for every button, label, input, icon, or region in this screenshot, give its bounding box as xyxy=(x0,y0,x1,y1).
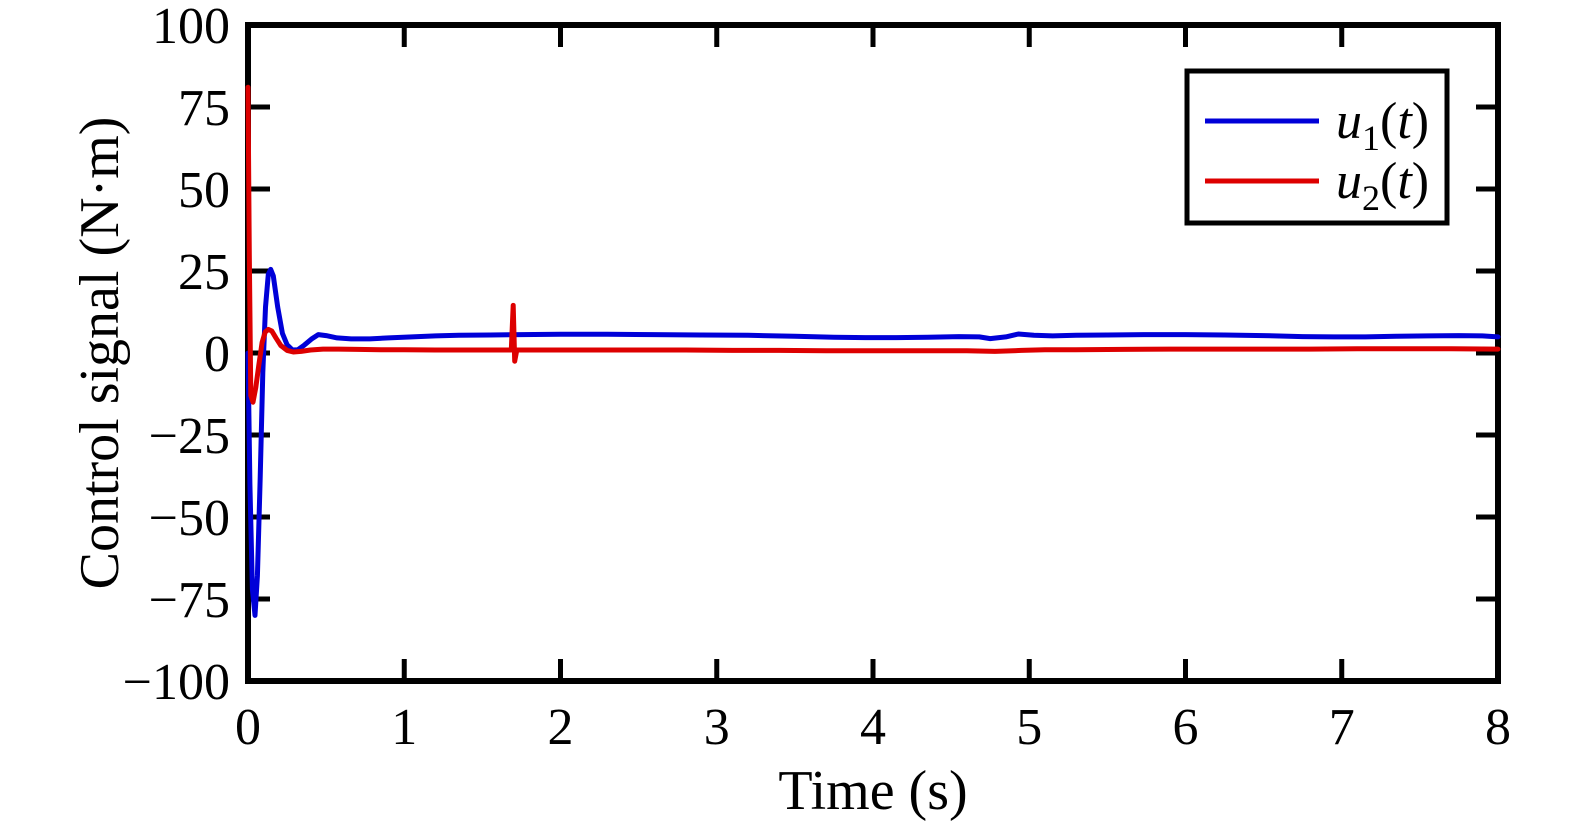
y-tick-label: 25 xyxy=(178,244,230,301)
x-tick-label: 0 xyxy=(235,699,261,756)
x-tick-label: 8 xyxy=(1485,699,1511,756)
y-axis-label: Control signal (N·m) xyxy=(69,117,131,590)
legend-box: u1(t)u2(t) xyxy=(1184,68,1450,226)
x-tick-label: 5 xyxy=(1016,699,1042,756)
legend-entry: u2(t) xyxy=(1205,153,1429,218)
plot-area: 0 1 2 3 4 5 6 7 8 −100 −75 −50 −25 0 25 50 75 100 xyxy=(123,0,1511,756)
y-tick-label: −75 xyxy=(149,572,230,629)
y-tick-label: −100 xyxy=(123,654,230,711)
x-axis-label: Time (s) xyxy=(778,760,967,822)
x-tick-label: 1 xyxy=(391,699,417,756)
x-tick-label: 6 xyxy=(1173,699,1199,756)
legend-label: u1(t) xyxy=(1336,93,1429,158)
y-tick-label: −50 xyxy=(149,490,230,547)
legend-entry: u1(t) xyxy=(1205,93,1429,158)
x-tick-label: 3 xyxy=(704,699,730,756)
y-tick-label: −25 xyxy=(149,408,230,465)
y-tick-label: 75 xyxy=(178,80,230,137)
legend-frame xyxy=(1184,68,1450,226)
x-tick-label: 7 xyxy=(1329,699,1355,756)
y-tick-label: 50 xyxy=(178,162,230,219)
x-tick-label: 2 xyxy=(548,699,574,756)
x-tick-label: 4 xyxy=(860,699,886,756)
y-tick-label: 0 xyxy=(204,326,230,383)
legend-label: u2(t) xyxy=(1336,153,1429,218)
y-tick-label: 100 xyxy=(152,0,230,55)
series-u1-line xyxy=(245,266,1501,618)
series-u2-line xyxy=(245,84,1501,405)
